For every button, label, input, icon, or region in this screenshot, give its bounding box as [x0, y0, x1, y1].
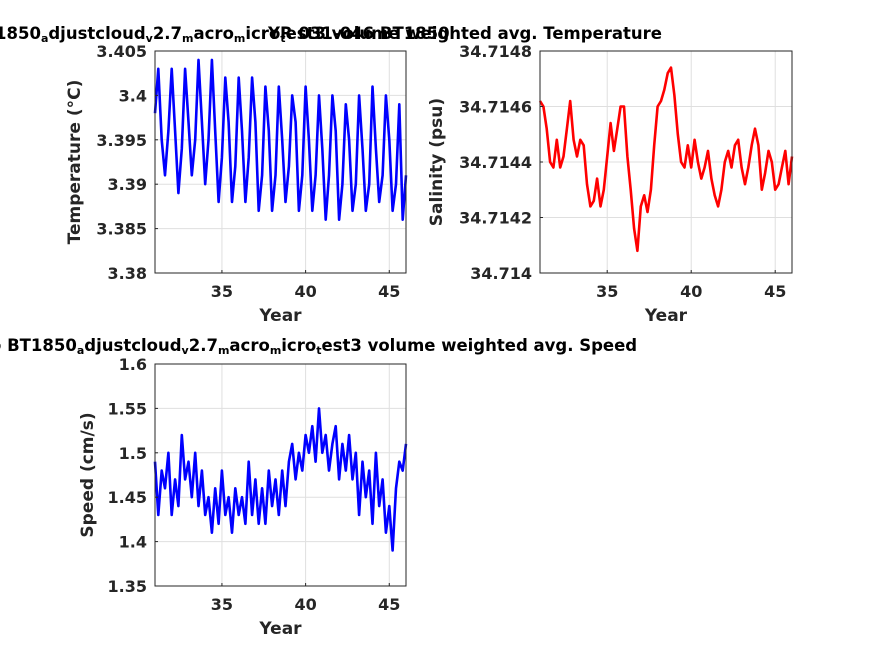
x-tick-label: 40 [680, 282, 702, 301]
y-axis-label: Salinity (psu) [427, 98, 447, 226]
x-tick-label: 40 [294, 595, 316, 614]
y-tick-label: 1.6 [119, 355, 147, 374]
y-tick-label: 1.35 [108, 577, 147, 596]
y-tick-label: 34.7148 [459, 42, 532, 61]
axes-frame [154, 363, 407, 587]
y-tick-label: 34.714 [470, 264, 532, 283]
x-tick-label: 35 [211, 595, 233, 614]
y-tick-label: 34.7144 [459, 153, 532, 172]
y-tick-label: 1.4 [119, 533, 147, 552]
y-tick-label: 1.55 [108, 399, 147, 418]
x-tick-label: 35 [596, 282, 618, 301]
axes-frame [154, 50, 407, 274]
chart-panel-2: 35 40 45 34.714 34.7142 34.7144 34.7146 34.7148… [427, 42, 794, 326]
chart-title: o BT1850adjustcloudv2.7macromicrotest3 v… [0, 336, 637, 357]
y-tick-label: 34.7146 [459, 98, 532, 117]
chart-panel-1: 35 40 45 3.38 3.385 3.39 3.395 3.4 3.405 Year Temp… [0, 24, 662, 326]
y-tick-label: 3.38 [108, 264, 147, 283]
y-axis-label: Speed (cm/s) [78, 412, 98, 537]
y-tick-label: 3.405 [96, 42, 147, 61]
y-tick-label: 3.39 [108, 175, 147, 194]
series-line-1 [153, 407, 408, 552]
chart-title: 1850adjustcloudv2.7macromicrotest3 volum… [0, 24, 662, 45]
x-axis-label: Year [644, 306, 688, 326]
y-tick-label: 3.4 [119, 86, 147, 105]
y-axis-label: Temperature (°C) [65, 80, 85, 245]
series-line-1 [538, 66, 794, 253]
x-tick-label: 45 [764, 282, 786, 301]
y-tick-label: 1.45 [108, 488, 147, 507]
series-line-1 [153, 58, 408, 221]
y-tick-label: 3.385 [96, 220, 147, 239]
x-tick-label: 40 [294, 282, 316, 301]
x-tick-label: 35 [211, 282, 233, 301]
y-tick-label: 3.395 [96, 131, 147, 150]
chart-title-overlap: YR 031-046 BT1850 [267, 24, 450, 43]
x-axis-label: Year [258, 306, 302, 326]
y-tick-label: 34.7142 [459, 209, 532, 228]
y-tick-label: 1.5 [119, 444, 147, 463]
chart-panel-3: 35 40 45 1.35 1.4 1.45 1.5 1.55 1.6 Year Speed (cm… [0, 336, 637, 639]
x-tick-label: 45 [378, 595, 400, 614]
x-tick-label: 45 [378, 282, 400, 301]
x-axis-label: Year [258, 619, 302, 639]
